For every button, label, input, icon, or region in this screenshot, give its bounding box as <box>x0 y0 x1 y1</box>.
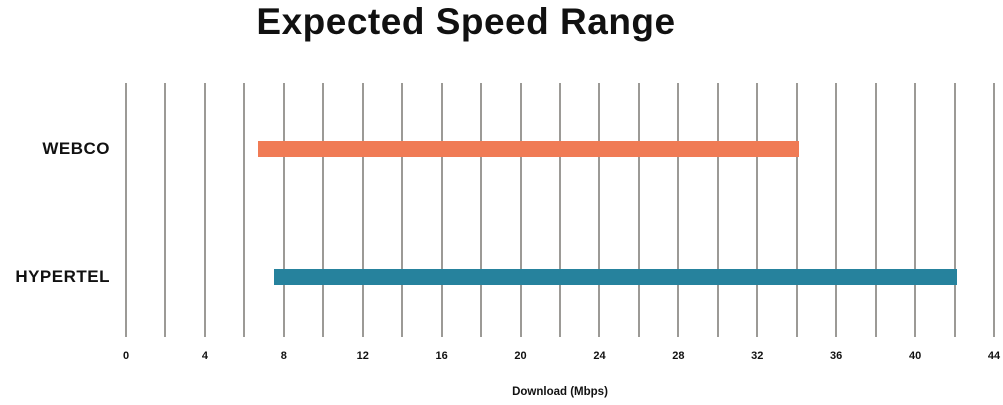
x-axis-label: Download (Mbps) <box>512 386 608 398</box>
x-tick-label: 4 <box>201 350 208 362</box>
gridline <box>756 83 759 337</box>
gridline <box>282 83 285 337</box>
gridline <box>637 83 640 337</box>
category-label-hypertel: HYPERTEL <box>15 267 110 286</box>
x-tick-label: 24 <box>593 350 606 362</box>
x-tick-label: 36 <box>830 350 843 362</box>
gridline <box>677 83 680 337</box>
gridline <box>993 83 995 337</box>
category-label-webco: WEBCO <box>42 139 110 158</box>
x-tick-label: 44 <box>987 350 1001 362</box>
gridline <box>164 83 167 337</box>
gridline <box>835 83 838 337</box>
webco-range-bar <box>258 141 799 157</box>
gridline <box>559 83 561 337</box>
x-tick-label: 40 <box>908 350 922 362</box>
gridline <box>243 83 246 337</box>
gridline <box>914 83 917 337</box>
x-tick-label: 16 <box>435 350 448 362</box>
x-tick-label: 12 <box>356 350 369 362</box>
gridline <box>440 83 443 337</box>
x-tick-label: 0 <box>122 350 130 362</box>
gridline <box>519 83 522 337</box>
chart-title: Expected Speed Range <box>256 1 676 42</box>
gridline <box>203 83 206 337</box>
gridline <box>401 83 404 337</box>
gridline <box>598 83 601 337</box>
gridline <box>322 83 325 337</box>
x-tick-label: 32 <box>751 350 764 362</box>
gridline <box>125 83 127 337</box>
gridline <box>795 83 798 337</box>
x-tick-label: 20 <box>514 350 527 362</box>
x-tick-label: 28 <box>672 350 685 362</box>
gridline <box>953 83 956 337</box>
gridline <box>361 83 364 337</box>
gridline <box>716 83 719 337</box>
hypertel-range-bar <box>273 269 957 285</box>
gridline <box>480 83 483 337</box>
x-tick-label: 8 <box>280 350 287 362</box>
gridline <box>874 83 877 337</box>
